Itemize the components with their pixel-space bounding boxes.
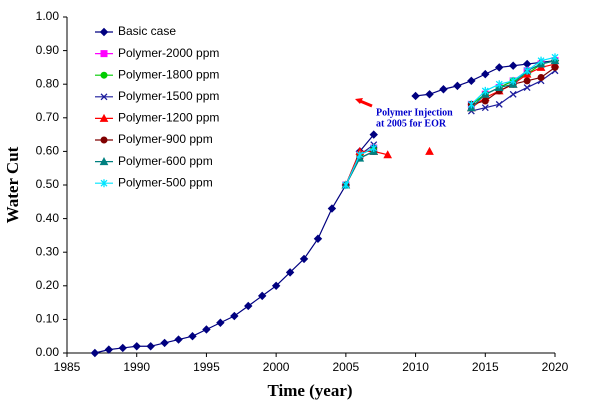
y-tick-label: 0.90 [36,43,60,57]
marker [118,343,127,353]
marker [342,181,350,189]
marker [244,301,253,311]
marker [481,86,489,95]
marker [495,63,504,72]
marker [99,157,109,166]
marker [495,100,503,108]
marker [370,144,378,153]
legend-label: Polymer-900 ppm [118,132,213,146]
marker [537,56,545,65]
annotation-arrowhead [355,98,363,104]
marker [100,93,108,101]
marker [100,71,108,79]
marker [537,74,545,81]
annotation: at 2005 for EOR [376,118,447,129]
marker [467,100,475,109]
marker [453,81,462,91]
y-tick-label: 0.10 [36,312,60,326]
legend-label: Polymer-2000 ppm [118,46,219,60]
marker [508,61,518,70]
marker [99,27,109,37]
x-tick-label: 2010 [402,360,429,374]
legend-label: Basic case [118,24,176,38]
marker [285,268,295,277]
legend-label: Polymer-1800 ppm [118,67,219,81]
marker [495,80,503,89]
y-tick-label: 0.70 [36,110,60,124]
marker [509,76,517,85]
marker [160,338,169,348]
marker [90,348,100,358]
x-axis-label: Time (year) [267,381,352,400]
marker [257,291,267,301]
marker [425,90,434,99]
marker [523,77,531,85]
marker [481,69,490,79]
marker [327,204,337,213]
legend-label: Polymer-600 ppm [118,154,213,168]
legend-label: Polymer-1500 ppm [118,89,219,103]
marker [299,254,309,264]
marker [100,136,108,144]
marker [313,234,323,243]
marker [188,331,197,341]
annotation-arrow [359,99,373,108]
legend-label: Polymer-500 ppm [118,175,213,189]
x-tick-label: 1985 [54,360,81,374]
y-axis-label: Water Cut [3,146,22,223]
marker [467,76,476,86]
marker [369,130,378,139]
x-tick-label: 2015 [472,360,499,374]
marker [202,325,211,334]
marker [383,150,393,159]
marker [425,146,434,155]
marker [100,179,108,188]
x-tick-label: 1995 [193,360,220,374]
marker [551,63,559,71]
marker [100,50,108,58]
marker [230,311,239,321]
x-tick-label: 2000 [263,360,290,374]
marker [481,104,489,112]
marker [523,66,531,75]
marker [174,335,183,344]
marker [356,150,364,159]
y-tick-label: 0.30 [36,244,60,258]
y-tick-label: 0.60 [36,144,60,158]
marker [271,281,281,291]
marker [411,91,420,101]
marker [216,318,225,327]
x-tick-label: 2005 [333,360,360,374]
marker [146,342,155,351]
marker [523,84,531,92]
y-tick-label: 0.80 [36,76,60,90]
y-tick-label: 0.50 [36,177,60,191]
y-tick-label: 0.00 [36,345,60,359]
y-tick-label: 0.40 [36,211,60,225]
x-tick-label: 1990 [123,360,150,374]
marker [439,85,448,94]
annotation: Polymer Injection [376,107,453,118]
marker [104,345,114,354]
marker [551,53,559,62]
marker [99,113,109,122]
y-tick-label: 1.00 [36,9,60,23]
x-tick-label: 2020 [542,360,569,374]
legend-label: Polymer-1200 ppm [118,111,219,125]
marker [132,342,141,351]
marker [509,90,517,98]
series-line [94,60,556,354]
marker [481,97,489,105]
y-tick-label: 0.20 [36,278,60,292]
